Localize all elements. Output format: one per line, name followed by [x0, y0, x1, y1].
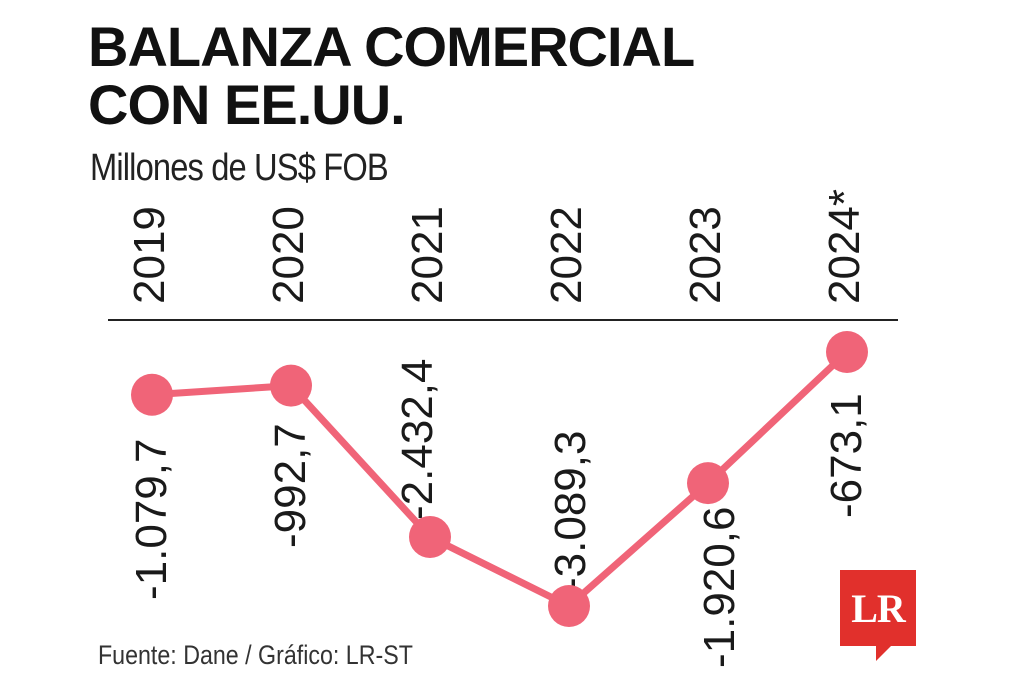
- year-label: 2019: [125, 206, 174, 304]
- year-label: 2021: [403, 206, 452, 304]
- data-label: -1.079,7: [127, 439, 176, 600]
- year-label: 2023: [681, 206, 730, 304]
- data-points: [131, 331, 868, 627]
- data-label: -992,7: [266, 423, 315, 548]
- data-point: [270, 364, 312, 407]
- lr-logo-box: LR: [840, 570, 916, 646]
- data-label: -3.089,3: [546, 431, 595, 592]
- data-point: [826, 331, 868, 373]
- year-labels: 2019 2020 2021 2022 2023 2024*: [125, 189, 869, 304]
- data-label: -1.920,6: [695, 507, 744, 668]
- data-point: [131, 373, 173, 416]
- lr-logo-tail: [876, 645, 892, 661]
- year-label: 2020: [264, 206, 313, 304]
- lr-logo: LR: [840, 570, 916, 662]
- series-line: [148, 348, 851, 610]
- value-labels: -1.079,7 -992,7 -2.432,4 -3.089,3 -1.920,6 -6…: [127, 359, 871, 668]
- data-point: [409, 515, 451, 558]
- lr-logo-text: LR: [851, 585, 906, 631]
- data-label: -673,1: [822, 393, 871, 518]
- year-label: 2022: [542, 206, 591, 304]
- year-label: 2024*: [820, 189, 869, 304]
- data-point: [687, 462, 729, 505]
- chart-title-line-1: BALANZA COMERCIAL: [88, 15, 695, 78]
- source-note: Fuente: Dane / Gráfico: LR-ST: [98, 640, 413, 670]
- data-point: [548, 585, 590, 627]
- data-label: -2.432,4: [393, 359, 442, 520]
- chart-title-line-2: CON EE.UU.: [88, 73, 406, 136]
- chart-subtitle: Millones de US$ FOB: [90, 147, 389, 189]
- chart-title: BALANZA COMERCIAL CON EE.UU.: [88, 15, 695, 136]
